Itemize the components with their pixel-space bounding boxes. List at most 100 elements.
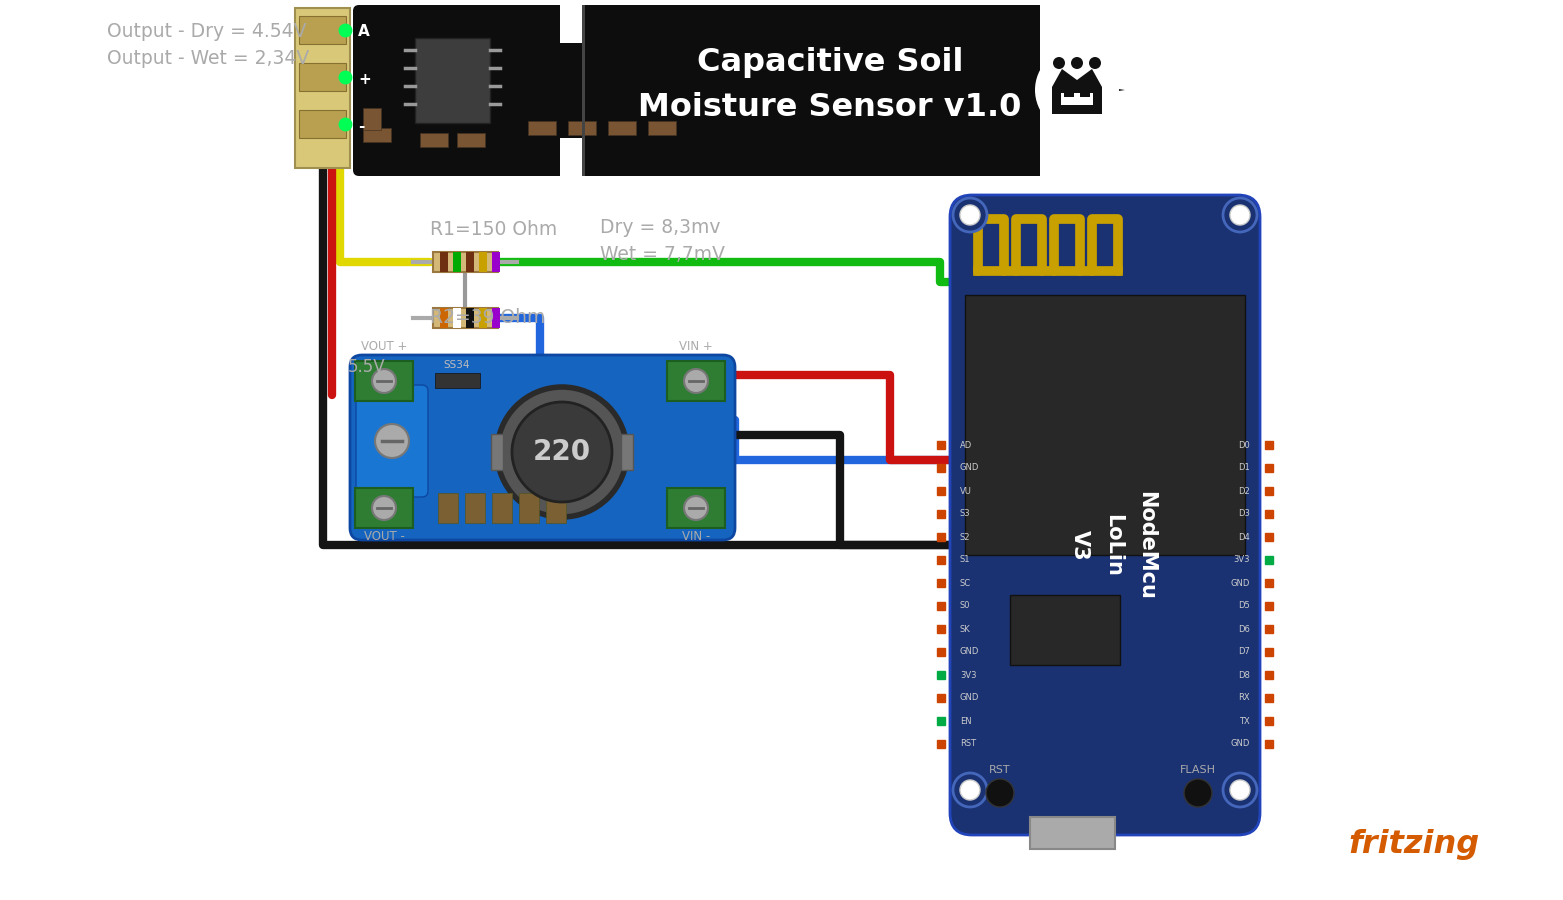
Bar (299, 110, 345, 138)
Bar (478, 308, 488, 328)
Circle shape (1222, 773, 1257, 807)
Bar (528, 121, 556, 135)
Circle shape (685, 496, 708, 520)
Text: D2: D2 (1238, 487, 1250, 496)
Polygon shape (580, 5, 1125, 176)
Text: SC: SC (960, 579, 971, 588)
Circle shape (513, 402, 613, 502)
Bar (567, 121, 596, 135)
Text: R1=150 Ohm: R1=150 Ohm (430, 220, 558, 239)
Bar (355, 361, 413, 401)
Bar (478, 252, 488, 272)
Circle shape (960, 780, 980, 800)
Bar (441, 252, 449, 272)
Bar (608, 121, 636, 135)
Bar (492, 252, 500, 272)
Text: RST: RST (989, 765, 1011, 775)
Text: -: - (358, 119, 364, 133)
Text: VU: VU (960, 487, 972, 496)
Text: 5.5V: 5.5V (349, 358, 386, 376)
FancyBboxPatch shape (356, 385, 428, 497)
Bar (420, 133, 449, 147)
Circle shape (1071, 57, 1083, 69)
Bar (456, 133, 485, 147)
Circle shape (497, 387, 627, 517)
Bar (363, 128, 391, 142)
Bar (295, 8, 350, 168)
Text: D5: D5 (1238, 601, 1250, 610)
FancyBboxPatch shape (350, 355, 735, 540)
Bar (466, 308, 474, 328)
Polygon shape (1052, 69, 1102, 108)
Text: TX: TX (1239, 716, 1250, 725)
Text: EN: EN (960, 716, 972, 725)
Text: D3: D3 (1238, 509, 1250, 518)
Text: VIN +: VIN + (680, 340, 713, 354)
Circle shape (1035, 48, 1119, 132)
Circle shape (953, 198, 986, 232)
Text: RST: RST (960, 740, 977, 749)
Text: VOUT -: VOUT - (364, 529, 405, 543)
Text: GND: GND (960, 647, 980, 656)
Text: Dry = 8,3mv
Wet = 7,7mV: Dry = 8,3mv Wet = 7,7mV (600, 218, 725, 264)
Bar (435, 373, 480, 388)
Bar (545, 493, 566, 523)
Text: D4: D4 (1238, 533, 1250, 542)
Text: D7: D7 (1238, 647, 1250, 656)
Text: SK: SK (960, 625, 971, 634)
FancyBboxPatch shape (353, 5, 580, 176)
Bar (433, 308, 499, 328)
Bar (466, 252, 474, 272)
Circle shape (375, 424, 410, 458)
Bar (1052, 105, 1102, 114)
Bar (299, 63, 345, 91)
Bar (519, 493, 539, 523)
Bar (1030, 817, 1114, 849)
Bar (560, 5, 585, 43)
Bar (1010, 595, 1121, 665)
Bar (453, 308, 461, 328)
Text: GND: GND (960, 694, 980, 703)
Bar (1064, 88, 1074, 97)
Circle shape (953, 773, 986, 807)
Text: FLASH: FLASH (1180, 765, 1216, 775)
Circle shape (1053, 57, 1064, 69)
Bar (1080, 88, 1089, 97)
Bar (438, 493, 458, 523)
Text: GND: GND (1230, 740, 1250, 749)
Bar (964, 295, 1246, 555)
Text: S2: S2 (960, 533, 971, 542)
Text: A: A (358, 24, 370, 40)
Bar (621, 434, 633, 470)
Bar (560, 138, 585, 176)
Circle shape (1230, 205, 1250, 225)
Text: D0: D0 (1238, 440, 1250, 449)
Bar (363, 108, 381, 130)
Bar (416, 38, 489, 123)
Bar (441, 308, 449, 328)
Circle shape (960, 205, 980, 225)
Circle shape (685, 369, 708, 393)
Circle shape (1230, 780, 1250, 800)
Text: S3: S3 (960, 509, 971, 518)
Text: fritzing: fritzing (1349, 829, 1480, 860)
Text: D6: D6 (1238, 625, 1250, 634)
Bar (466, 493, 485, 523)
Bar (1061, 93, 1093, 105)
Circle shape (372, 496, 395, 520)
Text: S1: S1 (960, 555, 971, 564)
Bar (355, 488, 413, 528)
Text: Capacitive Soil
Moisture Sensor v1.0: Capacitive Soil Moisture Sensor v1.0 (638, 47, 1022, 123)
Text: GND: GND (960, 464, 980, 472)
Bar (491, 434, 503, 470)
Text: S0: S0 (960, 601, 971, 610)
Text: RX: RX (1238, 694, 1250, 703)
Circle shape (1222, 198, 1257, 232)
Text: GND: GND (1230, 579, 1250, 588)
Text: D8: D8 (1238, 670, 1250, 680)
Text: SS34: SS34 (444, 360, 470, 370)
Circle shape (986, 779, 1014, 807)
Bar (299, 16, 345, 44)
Bar (492, 308, 500, 328)
Bar (492, 493, 513, 523)
